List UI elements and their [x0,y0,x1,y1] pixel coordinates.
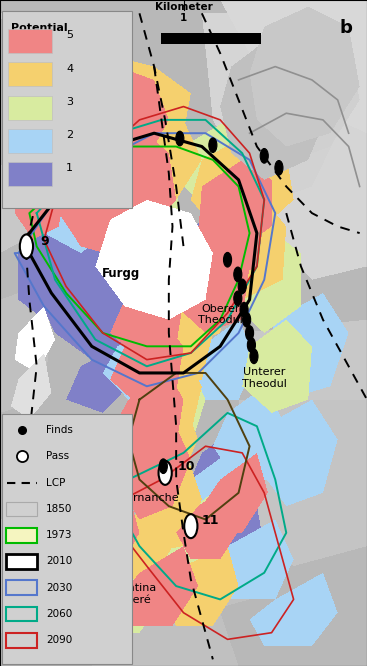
FancyBboxPatch shape [2,414,132,664]
Text: Furgg: Furgg [102,266,140,280]
Text: Ventina
Tzeré: Ventina Tzeré [115,583,157,605]
Text: 10: 10 [178,460,196,473]
Circle shape [250,349,258,364]
Text: 4: 4 [66,63,73,74]
Text: Valtournanche: Valtournanche [99,493,180,503]
Circle shape [247,338,255,352]
Bar [161,33,261,44]
Circle shape [246,326,254,340]
FancyBboxPatch shape [2,11,132,208]
FancyBboxPatch shape [8,63,52,87]
Text: Finds: Finds [46,425,73,435]
FancyBboxPatch shape [6,580,37,595]
Text: 11: 11 [202,514,219,527]
Circle shape [234,267,242,282]
Text: Pass: Pass [46,452,69,462]
FancyBboxPatch shape [6,528,37,543]
Circle shape [238,279,246,294]
Text: 9: 9 [40,234,49,248]
Text: 1: 1 [66,163,73,174]
Text: 1850: 1850 [46,504,72,514]
Text: Kilometer
1: Kilometer 1 [155,2,212,23]
Text: 2: 2 [66,130,73,141]
Circle shape [234,291,242,306]
Circle shape [184,514,197,538]
Circle shape [159,459,167,474]
Circle shape [159,461,172,485]
FancyBboxPatch shape [8,29,52,53]
Text: 2010: 2010 [46,557,72,567]
Text: 5: 5 [66,30,73,41]
Circle shape [20,234,33,258]
Circle shape [240,302,248,317]
Text: 2090: 2090 [46,635,72,645]
FancyBboxPatch shape [6,501,37,516]
Circle shape [243,312,251,327]
Text: 1973: 1973 [46,530,72,540]
FancyBboxPatch shape [8,129,52,153]
Circle shape [260,149,268,163]
Text: 3: 3 [66,97,73,107]
Text: LCP: LCP [46,478,65,488]
FancyBboxPatch shape [6,633,37,648]
FancyBboxPatch shape [8,96,52,120]
FancyBboxPatch shape [8,163,52,186]
Text: Oberer
Theodul: Oberer Theodul [198,304,243,325]
Circle shape [176,131,184,146]
Circle shape [209,138,217,153]
Text: b: b [339,19,352,37]
Text: Potential: Potential [11,23,68,33]
Text: 2030: 2030 [46,583,72,593]
Text: Unterer
Theodul: Unterer Theodul [242,368,287,389]
FancyBboxPatch shape [6,554,37,569]
FancyBboxPatch shape [6,607,37,621]
Circle shape [224,252,232,267]
Circle shape [275,161,283,175]
Text: 2060: 2060 [46,609,72,619]
